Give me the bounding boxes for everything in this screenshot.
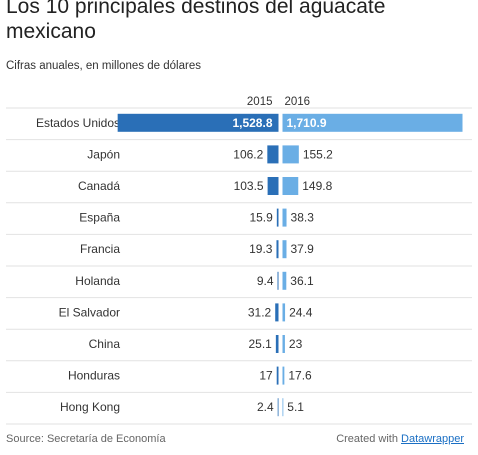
bar-2015 xyxy=(276,208,279,227)
credit-note: Created with Datawrapper xyxy=(336,433,464,445)
value-label-2016: 5.1 xyxy=(287,400,304,414)
legend-2015: 2015 xyxy=(247,96,273,108)
legend-2016: 2016 xyxy=(285,96,311,108)
value-label-2015: 103.5 xyxy=(234,179,264,193)
value-label-2015: 15.9 xyxy=(249,211,273,225)
bar-2016 xyxy=(282,335,285,353)
category-label: Japón xyxy=(87,147,120,161)
source-note: Source: Secretaría de Economía xyxy=(6,433,166,445)
value-label-2016: 23 xyxy=(289,337,303,351)
bar-2015 xyxy=(275,335,279,353)
category-label: Estados Unidos xyxy=(36,116,120,130)
bar-2015 xyxy=(276,240,279,259)
value-label-2015: 25.1 xyxy=(248,337,272,351)
bar-2016 xyxy=(282,113,463,132)
bar-2015 xyxy=(277,271,279,290)
value-label-2016: 149.8 xyxy=(302,179,332,193)
bar-2016 xyxy=(282,271,287,290)
bar-2016 xyxy=(282,208,287,227)
category-label: Canadá xyxy=(78,179,120,193)
value-label-2015: 2.4 xyxy=(257,400,274,414)
value-label-2015: 17 xyxy=(259,369,273,383)
bar-2015 xyxy=(117,113,279,132)
bar-2015 xyxy=(267,177,279,195)
value-label-2016: 1,710.9 xyxy=(287,116,327,130)
bar-2015 xyxy=(267,145,279,164)
value-label-2016: 37.9 xyxy=(290,242,314,256)
value-label-2015: 1,528.8 xyxy=(232,116,272,130)
value-label-2015: 19.3 xyxy=(249,242,273,256)
chart-title: Los 10 principales destinos del aguacate… xyxy=(6,0,386,43)
bar-2016 xyxy=(282,240,287,259)
category-label: Holanda xyxy=(75,274,120,288)
chart-subtitle: Cifras anuales, en millones de dólares xyxy=(6,60,201,72)
bar-2016 xyxy=(282,177,299,195)
bar-2015 xyxy=(275,303,279,322)
value-label-2016: 17.6 xyxy=(288,369,312,383)
value-label-2016: 36.1 xyxy=(290,274,314,288)
value-label-2015: 106.2 xyxy=(233,147,263,161)
category-label: Francia xyxy=(80,242,120,256)
datawrapper-link[interactable]: Datawrapper xyxy=(401,433,464,445)
bar-2015 xyxy=(276,366,279,385)
value-label-2015: 31.2 xyxy=(248,305,272,319)
value-label-2016: 24.4 xyxy=(289,305,313,319)
category-label: España xyxy=(79,211,120,225)
bar-2016 xyxy=(282,366,285,385)
category-label: China xyxy=(89,337,121,351)
category-label: Honduras xyxy=(68,369,120,383)
bar-2015 xyxy=(277,398,279,417)
bar-chart: 2015 2016 Estados Unidos 1,528.8 1,710.9 Japó… xyxy=(6,96,472,425)
value-label-2016: 155.2 xyxy=(303,147,333,161)
bar-2016 xyxy=(282,145,299,164)
category-label: El Salvador xyxy=(59,305,120,319)
credit-text: Created with xyxy=(336,433,398,445)
category-label: Hong Kong xyxy=(60,400,120,414)
bar-2016 xyxy=(282,398,284,417)
bar-2016 xyxy=(282,303,286,322)
value-label-2015: 9.4 xyxy=(257,274,274,288)
value-label-2016: 38.3 xyxy=(291,211,315,225)
